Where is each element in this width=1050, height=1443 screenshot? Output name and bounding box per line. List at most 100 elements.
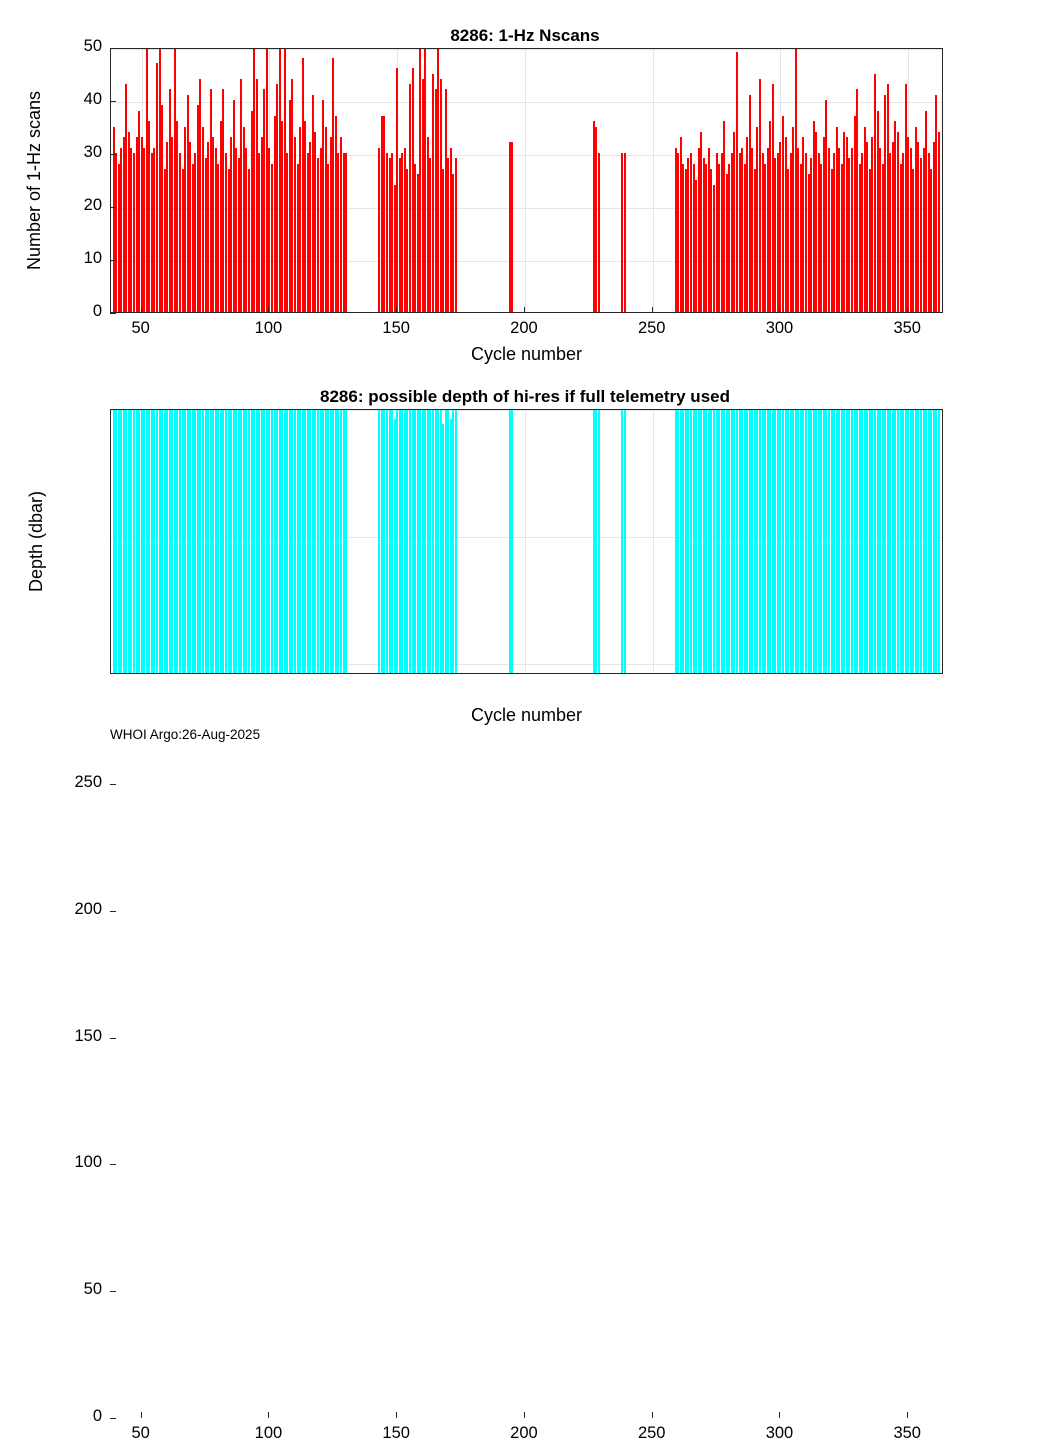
bar xyxy=(779,142,782,312)
bar xyxy=(329,137,332,312)
bar xyxy=(309,410,312,673)
bar xyxy=(753,168,756,312)
bar xyxy=(117,163,120,312)
gridline-horizontal xyxy=(111,261,942,262)
bar xyxy=(227,168,230,312)
bar xyxy=(856,410,859,673)
bar xyxy=(260,137,263,312)
bar xyxy=(196,105,199,312)
bar xyxy=(306,153,309,312)
bar xyxy=(125,410,128,673)
bar xyxy=(212,410,215,673)
x-tick-label: 150 xyxy=(382,319,410,337)
bar xyxy=(802,137,805,312)
bar xyxy=(838,410,841,673)
bar xyxy=(743,410,746,673)
bar xyxy=(876,410,879,673)
bar xyxy=(868,410,871,673)
x-axis-label-depth: Cycle number xyxy=(470,705,583,725)
bar xyxy=(411,410,414,673)
bar xyxy=(917,410,920,673)
bar xyxy=(201,126,204,312)
bar xyxy=(621,153,624,312)
bar xyxy=(822,410,825,673)
bar xyxy=(265,410,268,673)
bar xyxy=(702,410,705,673)
bar xyxy=(866,142,869,312)
x-tick-label: 100 xyxy=(254,1424,283,1442)
bar xyxy=(403,410,406,673)
bar xyxy=(158,410,161,673)
bar xyxy=(429,410,432,673)
bar xyxy=(117,410,120,673)
bar xyxy=(797,410,800,673)
bar xyxy=(334,410,337,673)
bar xyxy=(237,410,240,673)
bar xyxy=(299,410,302,673)
bar xyxy=(263,410,266,673)
bar xyxy=(442,168,445,312)
bar xyxy=(383,115,386,312)
bar xyxy=(414,163,417,312)
gridline-horizontal xyxy=(111,102,942,103)
bar xyxy=(288,410,291,673)
panel-nscans: 8286: 1-Hz Nscans 0 10 20 30 40 50 50 100 150 200… xyxy=(0,0,1050,375)
bar xyxy=(787,410,790,673)
bar xyxy=(771,84,774,312)
bar xyxy=(191,163,194,312)
bar xyxy=(380,115,383,312)
bar xyxy=(145,410,148,673)
bar xyxy=(189,410,192,673)
bar xyxy=(787,168,790,312)
bar xyxy=(511,142,514,312)
bar xyxy=(148,410,151,673)
bar xyxy=(112,410,115,673)
gridline-horizontal xyxy=(111,208,942,209)
bar xyxy=(789,410,792,673)
bar xyxy=(196,410,199,673)
bar xyxy=(718,163,721,312)
bar xyxy=(679,137,682,312)
gridline-vertical xyxy=(524,410,526,673)
bar xyxy=(327,410,330,673)
bar xyxy=(166,410,169,673)
bar xyxy=(194,410,197,673)
bar xyxy=(802,410,805,673)
bar xyxy=(902,410,905,673)
bar xyxy=(766,410,769,673)
bar xyxy=(255,78,258,312)
bar xyxy=(337,410,340,673)
bar xyxy=(260,410,263,673)
bar xyxy=(112,126,115,312)
bar xyxy=(153,147,156,312)
bar xyxy=(884,410,887,673)
bar xyxy=(201,410,204,673)
bar xyxy=(439,78,442,312)
bar xyxy=(769,410,772,673)
bar xyxy=(784,137,787,312)
bar xyxy=(684,410,687,673)
x-tick-mark xyxy=(268,307,270,313)
bar xyxy=(738,410,741,673)
bar xyxy=(766,147,769,312)
bar xyxy=(332,57,335,312)
y-tick-label: 30 xyxy=(83,143,102,161)
bar xyxy=(127,410,130,673)
x-tick-mark xyxy=(140,307,142,313)
gridline-vertical xyxy=(652,410,654,673)
x-tick-mark xyxy=(523,307,525,313)
bar xyxy=(291,78,294,312)
bar xyxy=(232,100,235,312)
bar xyxy=(115,153,118,312)
bar xyxy=(173,49,176,312)
bar xyxy=(851,410,853,673)
bar xyxy=(697,147,700,312)
bar xyxy=(764,410,767,673)
bar xyxy=(511,410,514,673)
bar xyxy=(904,410,907,673)
bar xyxy=(835,126,838,312)
bar xyxy=(937,131,940,312)
bar xyxy=(227,410,230,673)
y-tick-mark xyxy=(110,154,116,155)
bar xyxy=(598,153,601,312)
